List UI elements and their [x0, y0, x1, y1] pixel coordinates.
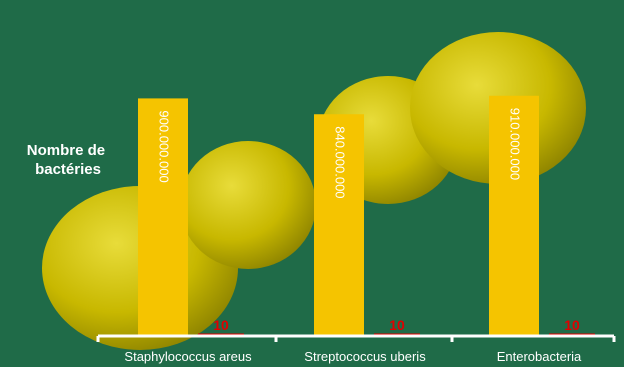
x-tick-label: Streptococcus uberis [304, 349, 426, 364]
bar-value-label: 840.000.000 [333, 126, 348, 198]
bar [138, 98, 188, 337]
bar [489, 95, 539, 336]
bar-value-label: 900.000.000 [157, 110, 172, 182]
chart-marks: 900.000.000 840.000.000 910.000.000 10 10 10 S… [96, 95, 616, 364]
y-axis-label: Nombre de bactéries [27, 142, 110, 178]
x-tick-label: Enterobacteria [497, 349, 582, 364]
small-bar-value-label: 10 [564, 317, 580, 333]
bar [314, 114, 364, 337]
bar-value-label: 910.000.000 [508, 108, 523, 180]
small-bar-value-label: 10 [389, 317, 405, 333]
x-tick-label: Staphylococcus areus [124, 349, 252, 364]
small-bar-value-label: 10 [213, 317, 229, 333]
